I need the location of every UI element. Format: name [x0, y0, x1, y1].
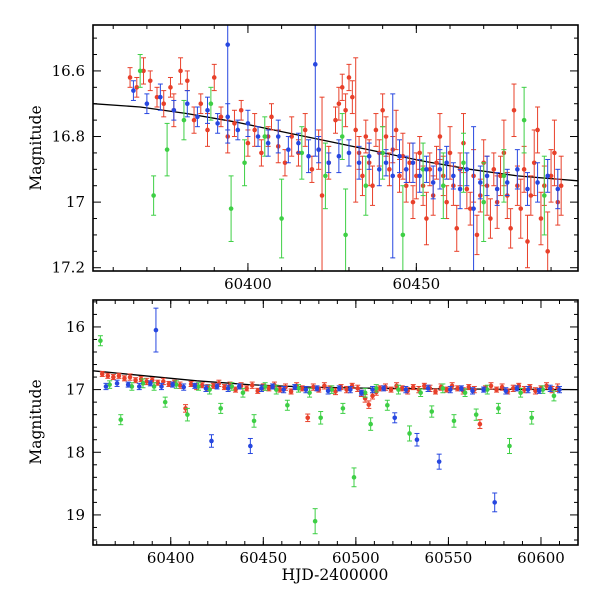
trend-line-top [93, 103, 578, 182]
panel-bottom: 60400 60450 60500 60550 60600 16 17 18 19 [66, 299, 579, 567]
data-layer-bottom [93, 307, 578, 535]
series-green-bottom [97, 335, 557, 535]
y-axis-label-top: Magnitude [27, 105, 45, 191]
svg-text:60450: 60450 [239, 549, 287, 567]
svg-text:16: 16 [66, 318, 85, 336]
series-blue-bottom [103, 307, 562, 513]
y-axis-label-bottom: Magnitude [27, 379, 45, 465]
x-axis-label: HJD-2400000 [281, 566, 389, 584]
svg-text:19: 19 [66, 506, 85, 524]
svg-text:17.2: 17.2 [52, 259, 85, 277]
svg-text:16.6: 16.6 [52, 62, 85, 80]
svg-text:17: 17 [66, 381, 85, 399]
svg-text:17: 17 [66, 193, 85, 211]
svg-text:60400: 60400 [147, 549, 195, 567]
panel-top: 60400 60450 16.6 16.8 17 17.2 [52, 24, 579, 293]
series-blue-top [130, 25, 561, 271]
svg-text:16.8: 16.8 [52, 128, 85, 146]
trend-line-bottom [93, 370, 578, 391]
svg-text:60550: 60550 [425, 549, 473, 567]
svg-text:60400: 60400 [224, 275, 272, 293]
series-green-top [137, 54, 547, 271]
svg-text:18: 18 [66, 443, 85, 461]
data-layer-top [93, 25, 578, 271]
svg-text:60450: 60450 [392, 275, 440, 293]
svg-text:60600: 60600 [517, 549, 565, 567]
svg-text:60500: 60500 [332, 549, 380, 567]
series-red-bottom [99, 370, 561, 429]
